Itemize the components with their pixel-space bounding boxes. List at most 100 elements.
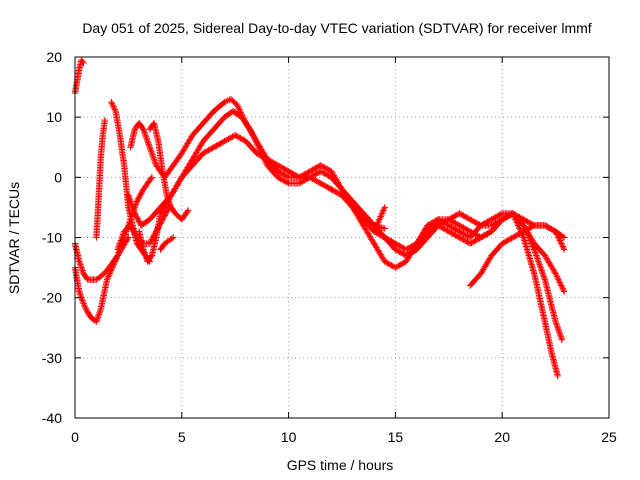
data-point	[444, 227, 451, 234]
data-point	[83, 306, 90, 313]
data-point	[320, 163, 327, 171]
data-point	[129, 226, 136, 233]
data-point	[329, 186, 336, 194]
data-point	[282, 178, 290, 186]
data-point	[318, 168, 326, 176]
data-point	[160, 213, 168, 220]
data-point	[262, 155, 270, 162]
data-point	[83, 308, 91, 315]
data-point	[322, 183, 330, 190]
data-point	[328, 186, 335, 193]
x-tick-label: 25	[601, 429, 617, 445]
data-point	[469, 238, 477, 246]
data-point	[147, 175, 155, 182]
data-point	[274, 168, 282, 175]
data-point	[381, 258, 388, 265]
data-point	[209, 144, 216, 152]
data-point	[110, 103, 117, 110]
data-point	[390, 239, 398, 246]
data-point	[115, 243, 122, 250]
data-point	[332, 188, 339, 195]
data-point	[448, 223, 455, 231]
data-point	[314, 169, 322, 177]
data-point	[134, 215, 141, 222]
data-point	[511, 210, 518, 218]
data-point	[249, 132, 257, 139]
data-point	[534, 256, 542, 264]
data-point	[472, 237, 479, 244]
data-point	[378, 210, 386, 217]
data-point	[143, 136, 151, 143]
data-point	[551, 269, 558, 276]
data-point	[496, 211, 503, 219]
data-point	[465, 215, 473, 222]
data-point	[456, 234, 463, 241]
data-point	[456, 228, 463, 235]
data-point	[523, 226, 530, 234]
data-point	[145, 141, 152, 148]
data-point	[254, 142, 262, 149]
data-point	[557, 332, 564, 339]
data-point	[461, 231, 469, 238]
data-point	[470, 218, 478, 225]
data-point	[288, 169, 295, 177]
data-point	[141, 130, 149, 137]
data-point	[410, 241, 418, 249]
data-point	[558, 282, 565, 289]
data-point	[450, 213, 458, 220]
data-point	[378, 211, 385, 219]
data-point	[394, 241, 402, 249]
data-point	[334, 189, 342, 197]
data-point	[386, 261, 394, 268]
data-point	[77, 262, 85, 270]
data-point	[153, 226, 161, 234]
data-point	[135, 194, 143, 201]
data-point	[213, 142, 220, 149]
data-point	[234, 133, 242, 140]
data-point	[398, 244, 406, 251]
data-point	[246, 126, 254, 133]
data-point	[127, 198, 134, 205]
data-point	[556, 237, 564, 244]
data-point	[446, 229, 454, 236]
data-point	[466, 228, 474, 235]
data-point	[537, 264, 544, 271]
data-point	[77, 291, 84, 298]
data-point	[308, 167, 315, 174]
data-point	[553, 321, 560, 328]
data-point	[240, 136, 247, 143]
data-point	[103, 276, 111, 283]
data-point	[375, 217, 382, 225]
data-point	[163, 192, 171, 199]
data-point	[490, 214, 498, 222]
data-point	[309, 175, 316, 183]
data-point	[280, 165, 287, 172]
data-point	[284, 167, 291, 174]
data-point	[450, 225, 458, 232]
data-point	[524, 226, 531, 233]
data-point	[108, 98, 115, 106]
data-point	[325, 184, 332, 192]
data-point	[154, 225, 161, 233]
data-point	[450, 219, 458, 226]
data-point	[128, 224, 136, 232]
data-point	[317, 180, 324, 187]
data-point	[324, 183, 331, 191]
data-point	[111, 106, 119, 113]
data-point	[118, 235, 125, 243]
data-point	[494, 212, 502, 219]
data-point	[251, 135, 258, 142]
data-point	[549, 226, 557, 234]
data-point	[206, 146, 214, 153]
data-point	[78, 295, 86, 303]
data-point	[396, 262, 403, 269]
data-point	[398, 260, 406, 268]
data-point	[539, 270, 546, 277]
data-point	[104, 274, 111, 282]
data-point	[166, 199, 173, 207]
data-point	[536, 261, 543, 268]
data-point	[282, 172, 290, 180]
data-point	[236, 134, 243, 141]
data-point	[448, 229, 455, 237]
data-point	[155, 224, 162, 231]
